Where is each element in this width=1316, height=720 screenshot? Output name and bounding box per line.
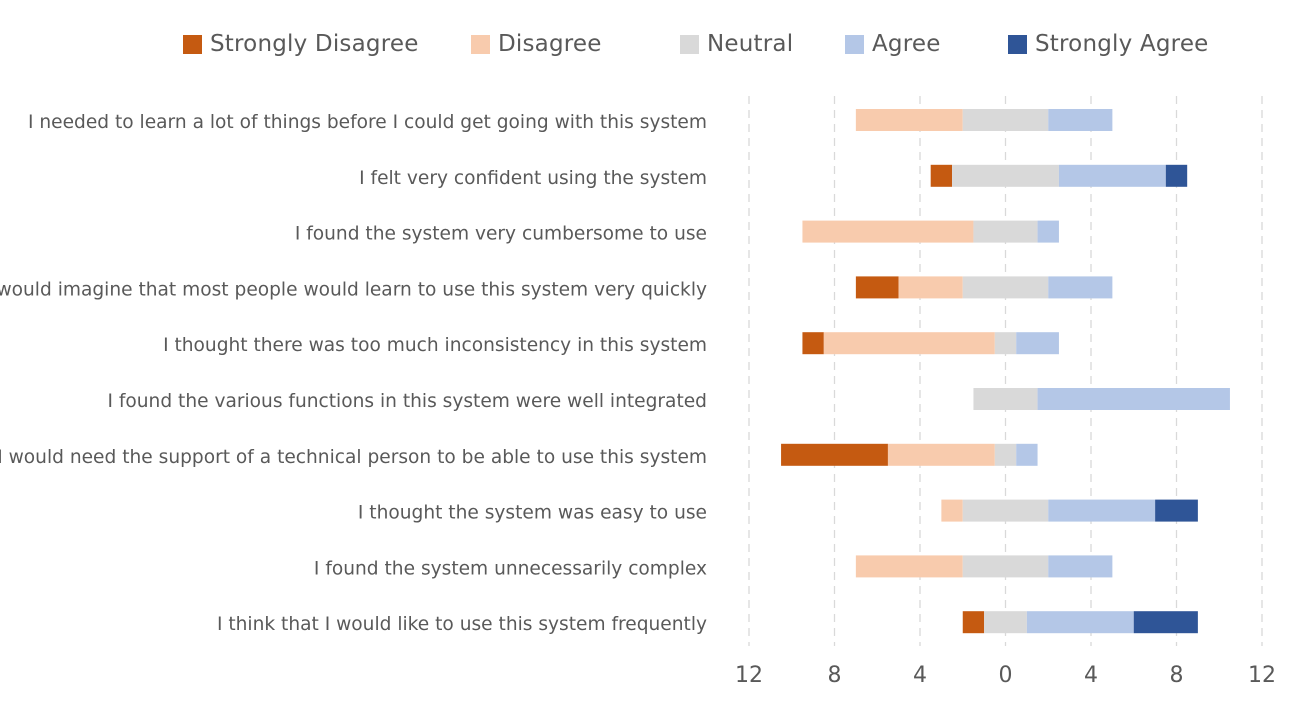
x-tick-label: 4	[913, 663, 927, 688]
bars	[781, 109, 1230, 634]
bar-strongly-disagree	[802, 332, 824, 355]
bar-disagree	[855, 109, 963, 131]
category-label: I needed to learn a lot of things before…	[28, 112, 707, 133]
category-label: I think that I would like to use this sy…	[217, 614, 707, 635]
bar-disagree	[887, 443, 995, 466]
bar-disagree	[855, 555, 963, 578]
bar-agree	[1048, 276, 1113, 299]
bar-agree	[1048, 109, 1113, 131]
bar-neutral	[962, 276, 1049, 299]
category-label: I would imagine that most people would l…	[0, 279, 707, 300]
legend-item-neutral: Neutral	[680, 31, 793, 57]
bar-disagree	[941, 499, 963, 522]
x-tick-label: 0	[999, 663, 1013, 688]
legend-label: Strongly Disagree	[210, 31, 419, 57]
legend-swatch	[845, 34, 864, 54]
bar-neutral	[962, 555, 1049, 578]
legend-item-strongly-agree: Strongly Agree	[1008, 31, 1209, 57]
category-label: I found the system very cumbersome to us…	[295, 224, 707, 245]
bar-strongly-agree	[1165, 164, 1188, 187]
bar-neutral	[973, 220, 1038, 243]
bar-strongly-disagree	[855, 276, 899, 299]
bar-disagree	[898, 276, 963, 299]
legend-swatch	[680, 34, 699, 54]
legend-label: Strongly Agree	[1035, 31, 1209, 57]
bar-neutral	[962, 499, 1049, 522]
bar-strongly-disagree	[781, 443, 888, 466]
category-label: I found the system unnecessarily complex	[314, 558, 707, 579]
x-tick-label: 12	[1248, 663, 1276, 688]
bar-strongly-disagree	[962, 611, 985, 634]
bar-strongly-agree	[1155, 499, 1198, 522]
bar-agree	[1026, 611, 1134, 634]
bar-disagree	[823, 332, 995, 355]
category-labels: I needed to learn a lot of things before…	[0, 112, 707, 635]
category-label: I thought the system was easy to use	[358, 503, 707, 524]
legend-item-strongly-disagree: Strongly Disagree	[183, 31, 419, 57]
bar-strongly-disagree	[930, 164, 953, 187]
category-label: I would need the support of a technical …	[0, 447, 707, 468]
legend-label: Agree	[872, 31, 941, 57]
legend-item-disagree: Disagree	[471, 31, 602, 57]
x-tick-label: 8	[1170, 663, 1184, 688]
legend-label: Disagree	[498, 31, 602, 57]
legend-swatch	[471, 34, 490, 54]
category-label: I found the various functions in this sy…	[107, 391, 707, 412]
bar-neutral	[994, 443, 1017, 466]
gridlines	[748, 96, 1263, 646]
bar-agree	[1037, 220, 1059, 243]
legend-item-agree: Agree	[845, 31, 941, 57]
bar-neutral	[973, 388, 1038, 410]
legend-label: Neutral	[707, 31, 794, 57]
bar-neutral	[962, 109, 1049, 131]
bar-neutral	[994, 332, 1017, 355]
x-tick-label: 8	[828, 663, 842, 688]
bar-neutral	[984, 611, 1027, 634]
bar-neutral	[952, 164, 1059, 187]
x-axis-ticks: 12 8 4 0 4 8 12	[735, 663, 1276, 688]
bar-strongly-agree	[1133, 611, 1198, 634]
legend-swatch	[183, 34, 202, 54]
bar-disagree	[802, 220, 974, 243]
x-tick-label: 12	[735, 663, 763, 688]
bar-agree	[1016, 443, 1038, 466]
bar-agree	[1048, 555, 1113, 578]
x-tick-label: 4	[1084, 663, 1098, 688]
category-label: I thought there was too much inconsisten…	[163, 335, 707, 356]
category-label: I felt very confident using the system	[359, 168, 707, 189]
bar-agree	[1058, 164, 1166, 187]
legend-swatch	[1008, 34, 1027, 54]
bar-agree	[1037, 388, 1230, 410]
bar-agree	[1048, 499, 1156, 522]
bar-agree	[1016, 332, 1059, 355]
